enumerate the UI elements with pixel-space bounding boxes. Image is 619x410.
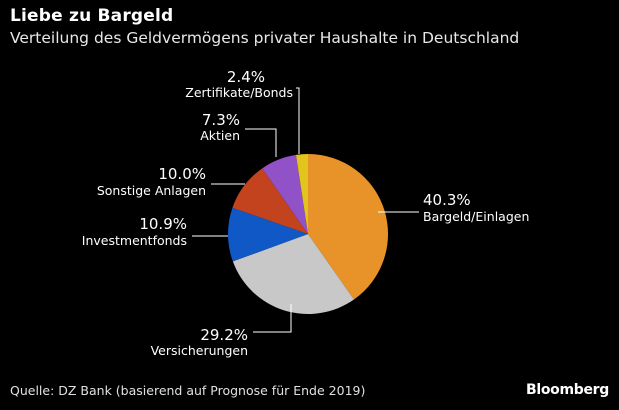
data-label-value-versicherungen: 29.2% (200, 326, 248, 344)
brand-logo: Bloomberg (525, 382, 609, 398)
data-label-name-sonstige-anlagen: Sonstige Anlagen (97, 183, 206, 198)
data-label-value-zertifikate-bonds: 2.4% (227, 68, 265, 86)
chart-subtitle: Verteilung des Geldvermögens privater Ha… (10, 29, 520, 47)
data-label-value-investmentfonds: 10.9% (139, 215, 187, 233)
data-label-name-versicherungen: Versicherungen (151, 343, 248, 358)
data-label-value-bargeld-einlagen: 40.3% (423, 191, 471, 209)
pie-slice-aktien (262, 154, 308, 234)
pie-slice-zertifikate-bonds (295, 154, 308, 234)
data-label-name-zertifikate-bonds: Zertifikate/Bonds (185, 85, 293, 100)
leader-line-aktien (245, 128, 277, 157)
data-label-name-bargeld-einlagen: Bargeld/Einlagen (423, 209, 529, 224)
pie-slice-investmentfonds (228, 207, 308, 262)
leader-line-versicherungen (253, 304, 292, 333)
data-label-name-investmentfonds: Investmentfonds (82, 233, 187, 248)
leader-line-zertifikate-bonds (296, 87, 300, 154)
data-label-value-sonstige-anlagen: 10.0% (158, 165, 206, 183)
source-note: Quelle: DZ Bank (basierend auf Prognose … (10, 383, 366, 398)
pie-slice-sonstige-anlagen (232, 168, 308, 234)
data-label-name-aktien: Aktien (200, 128, 240, 143)
pie-slice-bargeld-einlagen (308, 154, 388, 300)
data-label-value-aktien: 7.3% (202, 111, 240, 129)
chart-title: Liebe zu Bargeld (10, 6, 174, 26)
pie-slice-versicherungen (232, 234, 354, 314)
